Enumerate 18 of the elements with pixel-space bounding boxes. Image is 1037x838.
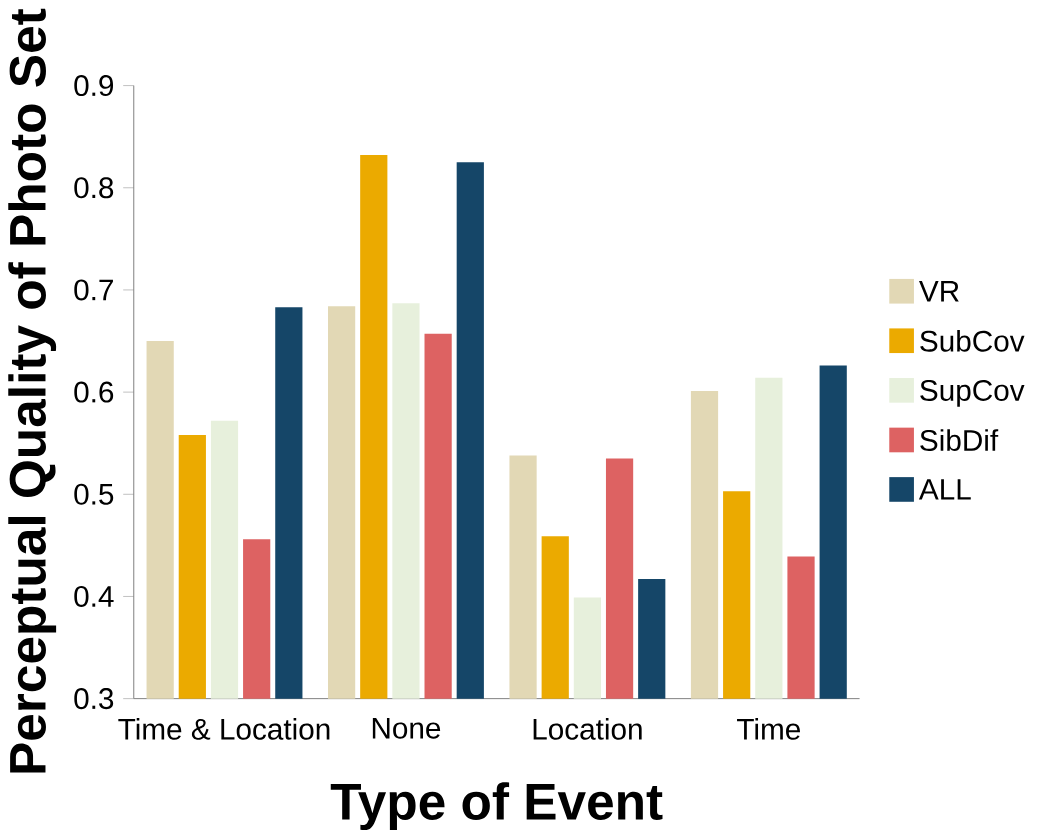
y-tick-label: 0.6 — [74, 381, 114, 403]
legend-label: SupCov — [920, 379, 1025, 407]
legend-label: ALL — [918, 478, 971, 500]
legend-label: SubCov — [920, 329, 1025, 352]
y-tick-label: 0.8 — [74, 177, 114, 199]
legend-label: SibDif — [920, 428, 999, 451]
x-axis-title: Type of Event — [330, 782, 663, 830]
y-axis-title: Perceptual Quality of Photo Set — [8, 8, 57, 773]
x-tick-label: Time & Location — [118, 717, 330, 740]
x-tick-label: Time — [737, 717, 800, 740]
x-tick-label: Location — [533, 717, 642, 740]
x-tick-label: None — [372, 717, 441, 739]
legend-label: VR — [919, 280, 959, 302]
y-tick-label: 0.5 — [74, 483, 114, 505]
y-tick-label: 0.4 — [74, 585, 114, 607]
y-tick-label: 0.9 — [74, 74, 114, 96]
y-tick-label: 0.3 — [74, 687, 114, 709]
y-tick-label: 0.7 — [74, 279, 113, 301]
